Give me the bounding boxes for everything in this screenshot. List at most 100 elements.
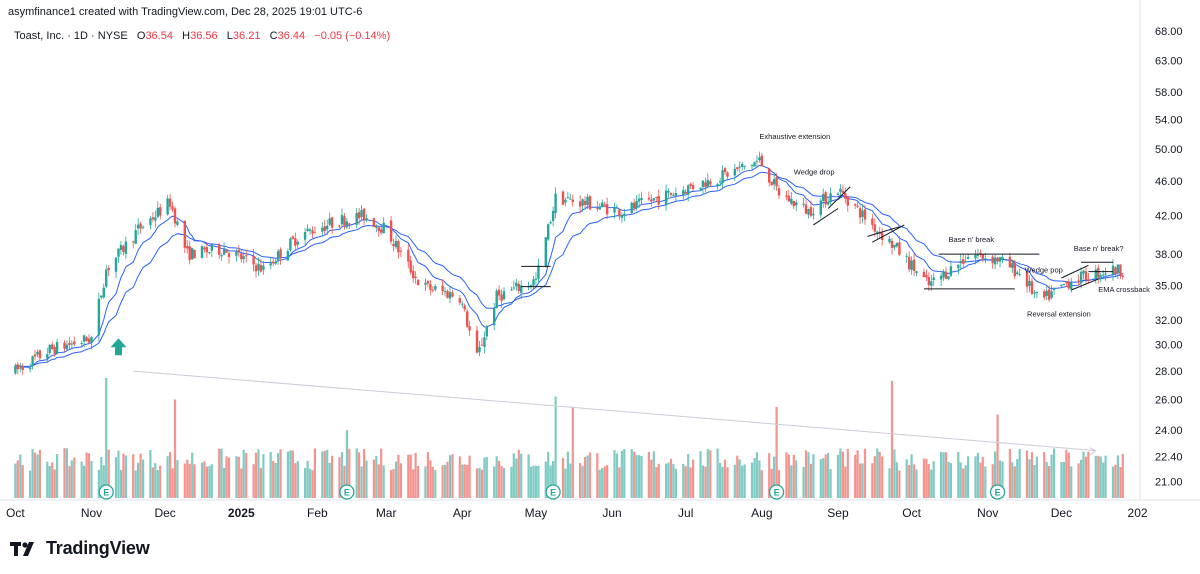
candle-body (1087, 279, 1090, 281)
candle-body (770, 181, 773, 186)
candle-body (321, 227, 324, 232)
volume-bar (240, 468, 243, 498)
volume-bar (1053, 448, 1056, 498)
candle-body (964, 261, 967, 263)
volume-bar (839, 448, 842, 498)
candle-body (466, 311, 469, 327)
candle-body (262, 265, 265, 270)
volume-bar (1084, 456, 1088, 498)
volume-bar (701, 465, 704, 498)
candle-body (962, 259, 965, 264)
candle-body (107, 267, 110, 270)
candle-body (159, 207, 162, 216)
candle-body (993, 257, 997, 265)
candle-body (554, 193, 557, 214)
volume-bar (417, 466, 420, 498)
candle-body (701, 180, 705, 187)
up-arrow-icon (110, 338, 127, 356)
candle-body (684, 191, 687, 194)
volume-bar (620, 450, 623, 498)
volume-bar (183, 463, 186, 498)
volume-bar (733, 464, 736, 498)
volume-bar (394, 461, 398, 498)
volume-bar (375, 455, 378, 498)
volume-bar (85, 452, 88, 498)
volume-bar (1070, 466, 1073, 498)
candle-body (362, 208, 366, 221)
volume-bar (186, 459, 189, 498)
candle-body (203, 247, 206, 250)
volume-bar (812, 454, 815, 498)
candle-body (448, 292, 452, 299)
volume-bar (569, 463, 572, 498)
volume-bar (340, 452, 344, 498)
candle-body (443, 291, 447, 293)
volume-bar (964, 465, 967, 498)
volume-bar (1087, 451, 1090, 498)
volume-bar (441, 465, 444, 498)
volume-bar (699, 451, 702, 498)
time-tick-label: Feb (307, 506, 328, 520)
candle-body (908, 256, 911, 270)
candle-body (578, 201, 582, 207)
price-tick-label: 46.00 (1155, 176, 1183, 188)
volume-bar (841, 451, 844, 498)
volume-bar (294, 463, 297, 498)
candle-body (46, 354, 49, 359)
annotation-wedge-drop: Wedge drop (794, 167, 835, 176)
candle-body (785, 195, 788, 197)
tradingview-logo[interactable]: TradingView (10, 538, 150, 559)
time-tick-label: Apr (453, 506, 472, 520)
annotation-line (813, 208, 839, 226)
candle-body (308, 229, 312, 231)
volume-bar (596, 453, 599, 498)
volume-bar (363, 448, 366, 498)
candle-body (306, 228, 309, 232)
candle-body (240, 253, 243, 260)
volume-bar (176, 460, 179, 498)
volume-bar (208, 465, 211, 498)
candle-body (691, 185, 695, 189)
volume-bars (14, 378, 1124, 498)
price-tick-label: 24.00 (1155, 425, 1183, 437)
volume-bar (223, 467, 226, 498)
candle-body (1102, 274, 1105, 276)
candle-body (36, 352, 39, 355)
volume-bar (721, 466, 724, 498)
price-tick-label: 26.00 (1155, 394, 1183, 406)
candle-body (483, 337, 486, 348)
volume-bar (638, 455, 641, 498)
volume-bar (618, 467, 621, 498)
candle-body (227, 253, 231, 258)
volume-bar (615, 453, 619, 498)
volume-bar (944, 452, 948, 498)
candle-body (633, 202, 636, 209)
candle-body (412, 270, 415, 279)
candle-body (652, 198, 655, 201)
candle-body (1094, 269, 1097, 280)
candle-body (1008, 256, 1012, 268)
candle-body (122, 246, 125, 252)
volume-bar (809, 463, 813, 498)
candle-body (372, 218, 376, 227)
candle-body (738, 166, 741, 168)
candle-body (687, 185, 690, 195)
annotation-exhaustive: Exhaustive extension (759, 132, 830, 141)
volume-bar (623, 449, 626, 498)
volume-bar (795, 460, 798, 498)
candle-body (1104, 273, 1107, 275)
candle-body (326, 225, 329, 230)
time-tick-label: Sep (827, 506, 849, 520)
candle-body (854, 204, 857, 206)
candle-body (289, 238, 292, 251)
candle-body (618, 209, 621, 217)
symbol-legend[interactable]: Toast, Inc. · 1D · NYSE O36.54 H36.56 L3… (14, 30, 390, 42)
candle-body (63, 342, 66, 349)
candle-body (208, 252, 211, 254)
earnings-icon (989, 484, 1006, 500)
volume-bar (657, 463, 660, 498)
volume-bar (1050, 454, 1053, 498)
earnings-marker-label: E (103, 488, 109, 498)
candle-body (311, 230, 314, 234)
